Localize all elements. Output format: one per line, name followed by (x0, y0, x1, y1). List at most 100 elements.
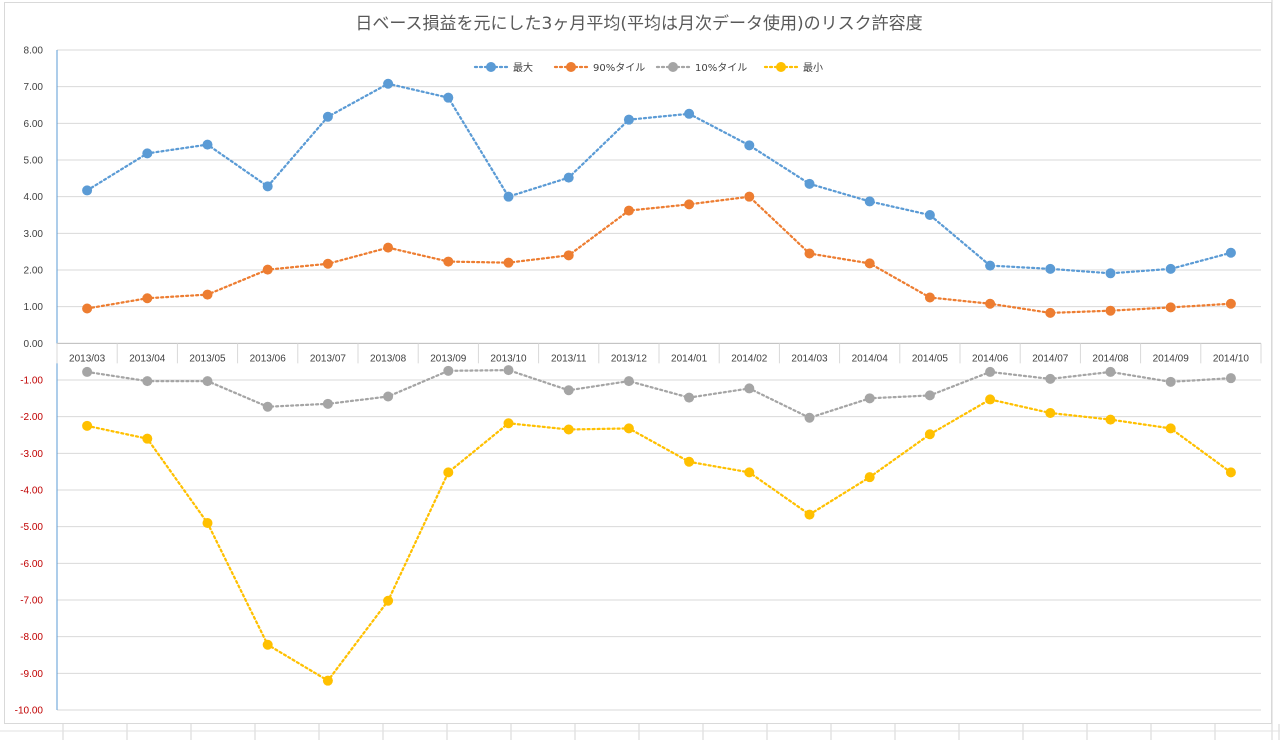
data-point[interactable] (142, 148, 153, 159)
data-point[interactable] (804, 178, 815, 189)
data-point[interactable] (1225, 298, 1236, 309)
data-point[interactable] (142, 376, 153, 387)
data-point[interactable] (985, 366, 996, 377)
data-point[interactable] (1045, 263, 1056, 274)
data-point[interactable] (262, 401, 273, 412)
data-point[interactable] (985, 394, 996, 405)
data-point[interactable] (864, 393, 875, 404)
legend-label: 最小 (803, 62, 823, 74)
legend-marker (668, 62, 678, 72)
data-point[interactable] (924, 292, 935, 303)
data-point[interactable] (1165, 423, 1176, 434)
data-point[interactable] (744, 383, 755, 394)
data-point[interactable] (262, 181, 273, 192)
data-point[interactable] (924, 390, 935, 401)
data-point[interactable] (1045, 373, 1056, 384)
data-point[interactable] (804, 248, 815, 259)
y-tick-label: -6.00 (20, 559, 43, 570)
data-point[interactable] (1045, 408, 1056, 418)
data-point[interactable] (202, 518, 213, 528)
x-tick-label: 2013/07 (310, 353, 347, 364)
data-point[interactable] (623, 376, 634, 387)
data-point[interactable] (1165, 263, 1176, 274)
y-tick-label: -7.00 (20, 596, 43, 607)
data-point[interactable] (563, 250, 574, 261)
data-point[interactable] (563, 424, 574, 435)
data-point[interactable] (684, 108, 695, 119)
data-point[interactable] (503, 191, 514, 202)
data-point[interactable] (744, 467, 755, 478)
y-tick-label: 1.00 (24, 302, 44, 313)
data-point[interactable] (623, 423, 634, 434)
data-point[interactable] (503, 365, 514, 376)
data-point[interactable] (985, 260, 996, 271)
y-tick-label: -2.00 (20, 412, 43, 423)
data-point[interactable] (202, 376, 213, 387)
data-point[interactable] (1045, 307, 1056, 318)
data-point[interactable] (142, 293, 153, 304)
data-point[interactable] (744, 191, 755, 202)
data-point[interactable] (383, 78, 394, 89)
data-point[interactable] (383, 595, 394, 606)
data-point[interactable] (985, 298, 996, 309)
data-point[interactable] (623, 205, 634, 216)
data-point[interactable] (864, 472, 875, 483)
data-point[interactable] (322, 111, 333, 122)
legend-item: 90%タイル (553, 62, 645, 74)
series-group (82, 394, 1236, 686)
data-point[interactable] (82, 185, 93, 196)
data-point[interactable] (262, 264, 273, 275)
data-point[interactable] (1165, 376, 1176, 387)
data-point[interactable] (1105, 268, 1116, 279)
data-point[interactable] (1105, 366, 1116, 377)
data-point[interactable] (1225, 373, 1236, 384)
data-point[interactable] (82, 303, 93, 314)
x-tick-label: 2013/11 (551, 353, 587, 364)
data-point[interactable] (503, 418, 514, 429)
data-point[interactable] (202, 289, 213, 300)
x-tick-label: 2013/08 (370, 353, 407, 364)
data-point[interactable] (804, 412, 815, 423)
data-point[interactable] (563, 172, 574, 183)
data-point[interactable] (924, 210, 935, 220)
data-point[interactable] (322, 675, 333, 686)
data-point[interactable] (684, 392, 695, 403)
data-point[interactable] (383, 391, 394, 402)
data-point[interactable] (82, 366, 93, 377)
data-point[interactable] (503, 257, 514, 268)
data-point[interactable] (1165, 302, 1176, 313)
data-point[interactable] (684, 199, 695, 210)
data-point[interactable] (1105, 305, 1116, 316)
data-point[interactable] (1225, 467, 1236, 478)
y-tick-label: 5.00 (24, 156, 44, 167)
data-point[interactable] (202, 139, 213, 150)
data-point[interactable] (744, 140, 755, 151)
data-point[interactable] (142, 433, 153, 444)
data-point[interactable] (443, 92, 454, 103)
data-point[interactable] (684, 456, 695, 467)
data-point[interactable] (82, 420, 93, 431)
chart-area[interactable]: 8.00 7.00 6.00 5.00 4.00 3.00 2.00 1.00 0.00 -1.0… (4, 2, 1272, 724)
data-point[interactable] (443, 256, 454, 267)
data-point[interactable] (262, 639, 273, 650)
data-point[interactable] (443, 467, 454, 478)
legend-label: 10%タイル (695, 62, 747, 74)
x-tick-label: 2014/08 (1092, 353, 1129, 364)
chart-title: 日ベース損益を元にした3ヶ月平均(平均は月次データ使用)のリスク許容度 (355, 13, 922, 34)
data-point[interactable] (924, 429, 935, 440)
data-point[interactable] (864, 258, 875, 269)
data-point[interactable] (804, 509, 815, 520)
data-point[interactable] (443, 365, 454, 376)
data-point[interactable] (563, 385, 574, 396)
x-axis-ticks: 2013/03 2013/04 2013/05 2013/06 2013/07 2013/… (69, 353, 1249, 364)
y-tick-label: -3.00 (20, 449, 43, 460)
data-point[interactable] (623, 114, 634, 125)
x-tick-label: 2014/03 (791, 353, 828, 364)
data-point[interactable] (1105, 414, 1116, 425)
data-point[interactable] (322, 258, 333, 269)
data-point[interactable] (383, 242, 394, 253)
y-tick-label: 4.00 (24, 192, 44, 203)
data-point[interactable] (322, 398, 333, 409)
data-point[interactable] (864, 196, 875, 207)
data-point[interactable] (1225, 247, 1236, 258)
